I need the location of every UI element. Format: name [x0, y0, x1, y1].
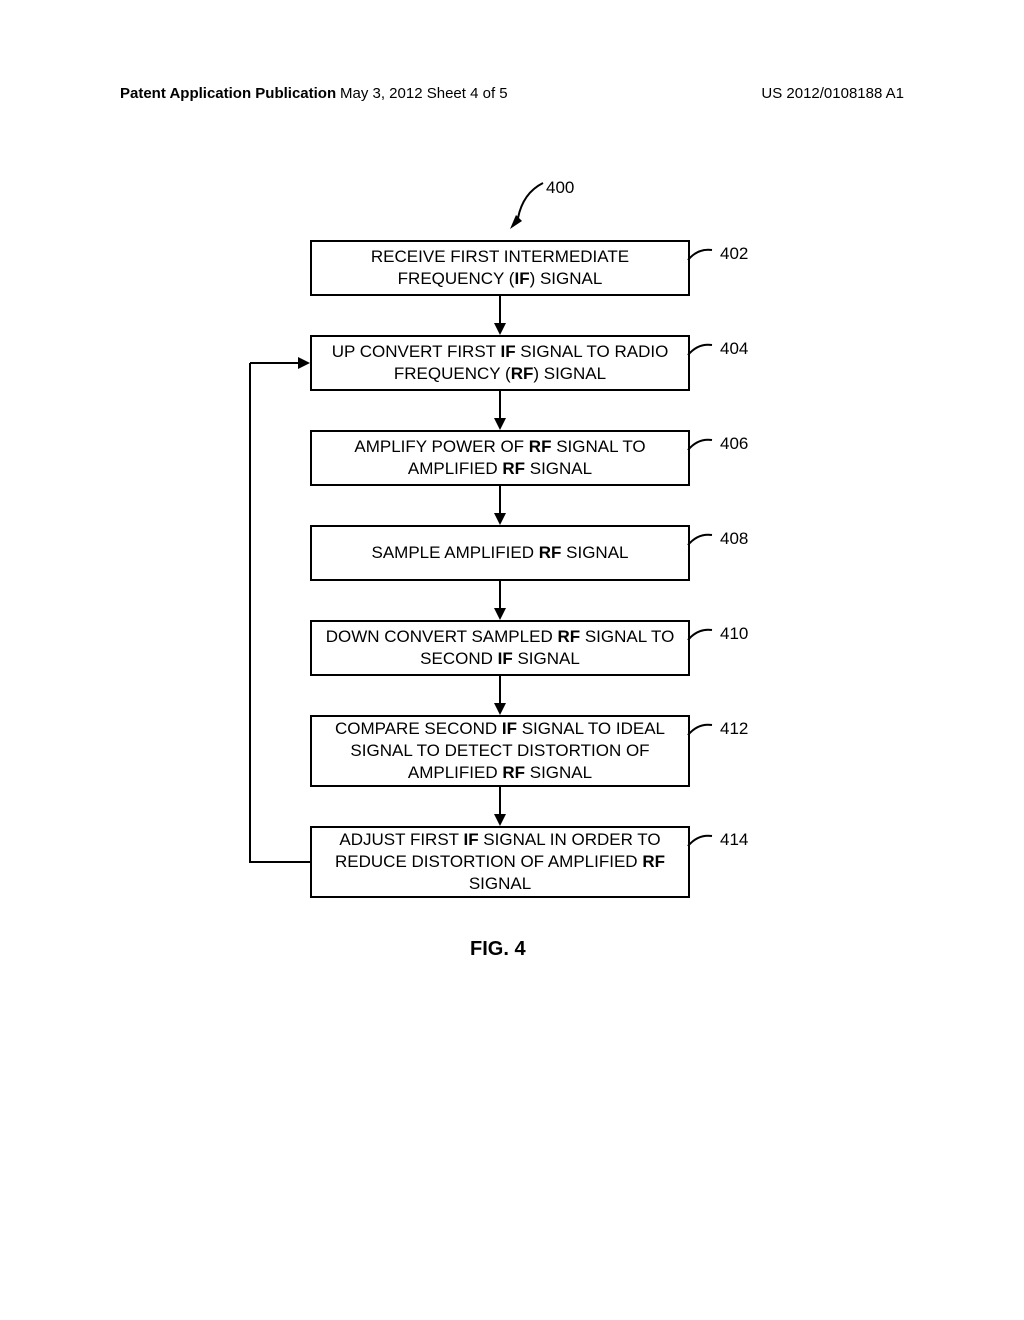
arrow-head-412-414	[494, 814, 506, 826]
ref-connector-414	[686, 832, 716, 854]
arrow-line-404-406	[499, 391, 501, 420]
ref-label-408: 408	[720, 529, 748, 549]
arrow-head-410-412	[494, 703, 506, 715]
header-left-text: Patent Application Publication	[120, 85, 336, 102]
feedback-h1	[250, 861, 310, 863]
arrow-line-410-412	[499, 676, 501, 705]
flow-node-text: UP CONVERT FIRST IF SIGNAL TO RADIO FREQ…	[324, 341, 676, 385]
arrow-head-406-408	[494, 513, 506, 525]
flow-node-406: AMPLIFY POWER OF RF SIGNAL TO AMPLIFIED …	[310, 430, 690, 486]
flow-node-text: SAMPLE AMPLIFIED RF SIGNAL	[372, 542, 629, 564]
arrow-head-408-410	[494, 608, 506, 620]
flow-node-text: ADJUST FIRST IF SIGNAL IN ORDER TO REDUC…	[324, 829, 676, 895]
ref-label-404: 404	[720, 339, 748, 359]
flow-node-408: SAMPLE AMPLIFIED RF SIGNAL	[310, 525, 690, 581]
arrow-head-404-406	[494, 418, 506, 430]
feedback-arrow-head	[298, 357, 310, 369]
arrow-head-402-404	[494, 323, 506, 335]
figure-id-arrow-head	[508, 215, 524, 231]
flow-node-text: COMPARE SECOND IF SIGNAL TO IDEAL SIGNAL…	[324, 718, 676, 784]
ref-connector-408	[686, 531, 716, 553]
flow-node-402: RECEIVE FIRST INTERMEDIATE FREQUENCY (IF…	[310, 240, 690, 296]
ref-label-406: 406	[720, 434, 748, 454]
ref-label-402: 402	[720, 244, 748, 264]
ref-label-410: 410	[720, 624, 748, 644]
flow-node-text: DOWN CONVERT SAMPLED RF SIGNAL TO SECOND…	[324, 626, 676, 670]
ref-label-412: 412	[720, 719, 748, 739]
arrow-line-412-414	[499, 787, 501, 816]
ref-connector-406	[686, 436, 716, 458]
flow-node-414: ADJUST FIRST IF SIGNAL IN ORDER TO REDUC…	[310, 826, 690, 898]
ref-connector-410	[686, 626, 716, 648]
ref-label-414: 414	[720, 830, 748, 850]
figure-caption: FIG. 4	[470, 938, 526, 961]
arrow-line-408-410	[499, 581, 501, 610]
feedback-h2	[250, 362, 300, 364]
flow-node-text: AMPLIFY POWER OF RF SIGNAL TO AMPLIFIED …	[324, 436, 676, 480]
flow-node-410: DOWN CONVERT SAMPLED RF SIGNAL TO SECOND…	[310, 620, 690, 676]
flow-node-text: RECEIVE FIRST INTERMEDIATE FREQUENCY (IF…	[324, 246, 676, 290]
arrow-line-406-408	[499, 486, 501, 515]
header-right-text: US 2012/0108188 A1	[761, 85, 904, 102]
ref-connector-412	[686, 721, 716, 743]
ref-connector-402	[686, 246, 716, 268]
flow-node-412: COMPARE SECOND IF SIGNAL TO IDEAL SIGNAL…	[310, 715, 690, 787]
arrow-line-402-404	[499, 296, 501, 325]
flow-node-404: UP CONVERT FIRST IF SIGNAL TO RADIO FREQ…	[310, 335, 690, 391]
ref-connector-404	[686, 341, 716, 363]
flowchart-diagram: 400RECEIVE FIRST INTERMEDIATE FREQUENCY …	[0, 180, 1024, 1080]
feedback-v	[249, 363, 251, 863]
header-mid-text: May 3, 2012 Sheet 4 of 5	[340, 85, 508, 102]
